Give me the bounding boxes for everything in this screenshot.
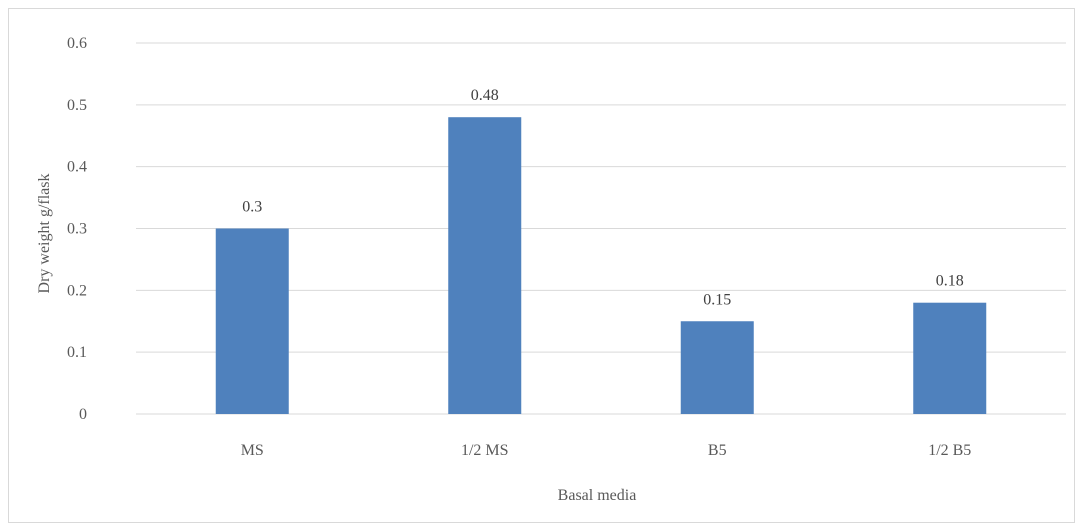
- bars: [215, 117, 987, 414]
- y-tick-label: 0.1: [67, 344, 87, 361]
- data-label: 0.15: [703, 291, 731, 308]
- bar-ms: [215, 228, 289, 414]
- y-tick-label: 0.4: [67, 159, 87, 176]
- y-axis-title: Dry weight g/flask: [36, 174, 53, 294]
- x-axis-title: Basal media: [558, 487, 637, 504]
- data-label: 0.48: [471, 87, 499, 104]
- x-axis-tick-labels: MS 1/2 MS B5 1/2 B5: [241, 442, 972, 459]
- bar-1-2-b5: [913, 302, 987, 414]
- x-tick-label: B5: [708, 442, 727, 459]
- chart-frame: [8, 8, 1075, 523]
- x-tick-label: 1/2 MS: [461, 442, 509, 459]
- bar-b5: [680, 321, 754, 414]
- y-tick-label: 0.3: [67, 221, 87, 238]
- x-tick-label: MS: [241, 442, 264, 459]
- y-tick-label: 0: [79, 406, 87, 423]
- y-axis-tick-labels: 0 0.1 0.2 0.3 0.4 0.5 0.6: [67, 35, 87, 423]
- y-tick-label: 0.2: [67, 282, 87, 299]
- data-label: 0.3: [242, 199, 262, 216]
- x-tick-label: 1/2 B5: [928, 442, 971, 459]
- y-tick-label: 0.5: [67, 97, 87, 114]
- data-labels: 0.3 0.48 0.15 0.18: [242, 87, 964, 308]
- data-label: 0.18: [936, 273, 964, 290]
- gridlines: [136, 42, 1066, 415]
- y-tick-label: 0.6: [67, 35, 87, 52]
- bar-1-2-ms: [448, 117, 522, 414]
